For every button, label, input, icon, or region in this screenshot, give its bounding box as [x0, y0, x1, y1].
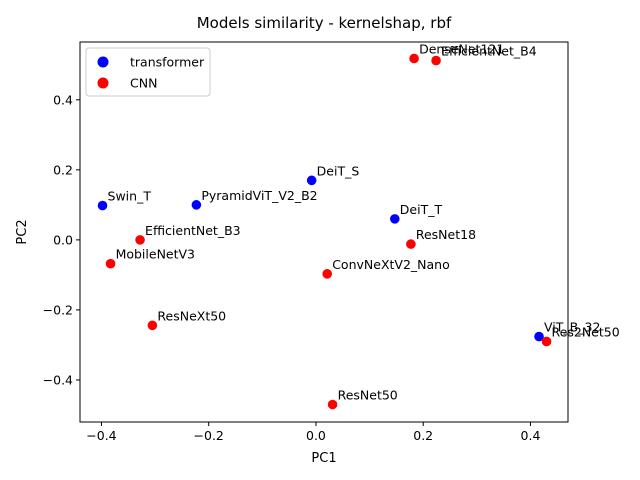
x-tick-label: −0.2: [194, 428, 224, 443]
plot-frame: [79, 41, 569, 423]
data-point: [409, 53, 419, 64]
legend: transformer CNN: [85, 47, 211, 97]
legend-box: [85, 47, 211, 97]
x-tick-label: −0.4: [86, 428, 116, 443]
y-tick-label: −0.2: [43, 302, 73, 317]
chart-title: Models similarity - kernelshap, rbf: [197, 14, 452, 32]
data-point: [306, 175, 317, 186]
y-axis-ticks: −0.4 −0.2 0.0 0.2 0.4: [43, 92, 80, 387]
data-point: [105, 258, 116, 269]
legend-marker: [97, 77, 109, 89]
data-point: [322, 269, 333, 279]
point-label: Swin_T: [108, 189, 152, 204]
point-label: Res2Net50: [552, 324, 620, 339]
legend-entry: transformer: [130, 55, 205, 70]
point-label: ViT_B_32: [544, 320, 600, 335]
x-tick-label: 0.2: [413, 428, 433, 443]
legend-entry: CNN: [130, 76, 157, 91]
data-point: [147, 320, 158, 331]
points-layer: [97, 53, 552, 410]
x-tick-label: 0.4: [521, 428, 541, 443]
point-label: DeiT_S: [317, 163, 360, 178]
data-point: [534, 331, 544, 342]
point-label: MobileNetV3: [116, 247, 195, 262]
data-point: [327, 399, 338, 410]
x-axis-label: PC1: [311, 451, 336, 466]
legend-marker: [97, 56, 109, 68]
data-point: [541, 336, 552, 347]
data-point: [191, 200, 202, 210]
y-tick-label: −0.4: [43, 372, 73, 387]
data-point: [97, 200, 108, 211]
x-axis-ticks: −0.4 −0.2 0.0 0.2 0.4: [86, 422, 540, 443]
point-label: DeiT_T: [400, 202, 443, 217]
data-point: [406, 239, 416, 249]
data-point: [431, 55, 441, 66]
point-label: ResNet18: [416, 227, 476, 242]
x-tick-label: 0.0: [306, 428, 326, 443]
point-label: EfficientNet_B3: [145, 223, 241, 238]
point-label: DenseNet121: [419, 41, 504, 56]
data-point: [135, 235, 145, 245]
y-tick-label: 0.0: [53, 232, 73, 247]
y-tick-label: 0.4: [53, 92, 73, 107]
y-axis-label: PC2: [15, 219, 30, 244]
point-label: PyramidViT_V2_B2: [201, 188, 317, 203]
point-label: ResNet50: [338, 387, 398, 402]
data-point: [389, 214, 400, 224]
point-label: ResNeXt50: [157, 308, 226, 323]
point-label: EfficientNet_B4: [441, 44, 537, 59]
y-tick-label: 0.2: [53, 162, 73, 177]
point-label: ConvNeXtV2_Nano: [332, 257, 450, 272]
